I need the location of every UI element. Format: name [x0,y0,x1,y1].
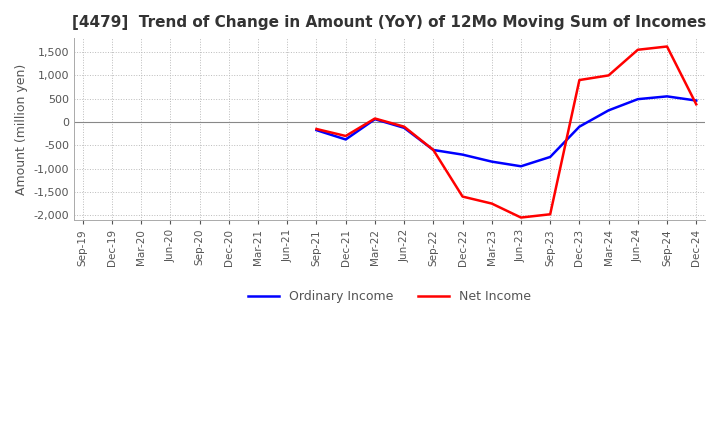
Ordinary Income [312,128,321,133]
Ordinary Income [604,108,613,113]
Ordinary Income [662,94,671,99]
Net Income [400,124,408,129]
Ordinary Income [458,152,467,157]
Legend: Ordinary Income, Net Income: Ordinary Income, Net Income [243,285,536,308]
Ordinary Income [487,159,496,164]
Ordinary Income [341,137,350,142]
Net Income [546,212,554,217]
Ordinary Income [692,98,701,103]
Line: Ordinary Income: Ordinary Income [317,96,696,166]
Ordinary Income [575,124,584,129]
Net Income [487,201,496,206]
Title: [4479]  Trend of Change in Amount (YoY) of 12Mo Moving Sum of Incomes: [4479] Trend of Change in Amount (YoY) o… [73,15,706,30]
Y-axis label: Amount (million yen): Amount (million yen) [15,63,28,194]
Ordinary Income [400,125,408,131]
Ordinary Income [517,164,526,169]
Net Income [604,73,613,78]
Net Income [575,77,584,83]
Net Income [517,215,526,220]
Net Income [634,47,642,52]
Net Income [662,44,671,49]
Ordinary Income [429,147,438,153]
Net Income [692,102,701,107]
Net Income [371,116,379,121]
Ordinary Income [634,96,642,102]
Ordinary Income [546,154,554,160]
Net Income [312,126,321,132]
Ordinary Income [371,117,379,122]
Net Income [458,194,467,199]
Net Income [341,133,350,139]
Line: Net Income: Net Income [317,47,696,217]
Net Income [429,147,438,153]
